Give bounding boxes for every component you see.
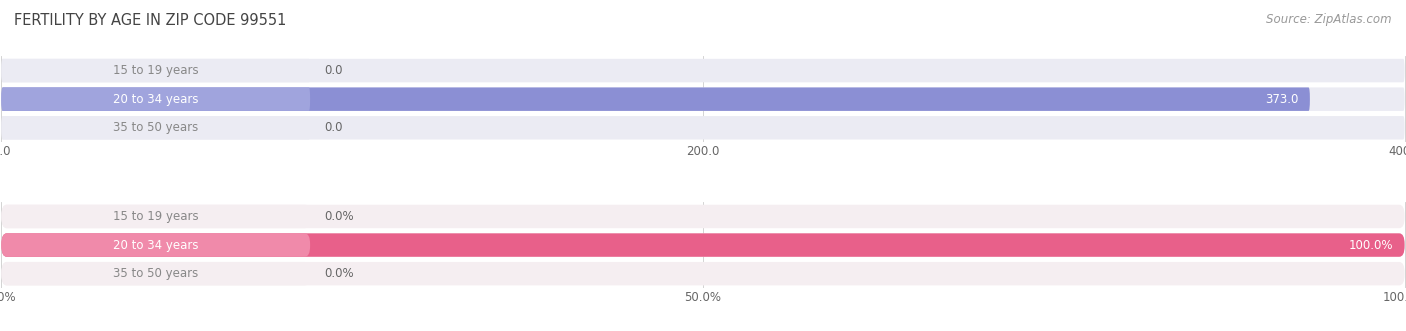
- Text: 0.0: 0.0: [325, 64, 343, 77]
- Text: 35 to 50 years: 35 to 50 years: [112, 267, 198, 280]
- Text: FERTILITY BY AGE IN ZIP CODE 99551: FERTILITY BY AGE IN ZIP CODE 99551: [14, 13, 287, 28]
- Text: 100.0%: 100.0%: [1348, 239, 1393, 252]
- FancyBboxPatch shape: [1, 262, 1405, 285]
- Text: 20 to 34 years: 20 to 34 years: [112, 93, 198, 106]
- Text: 35 to 50 years: 35 to 50 years: [112, 121, 198, 134]
- FancyBboxPatch shape: [1, 116, 311, 139]
- Text: 373.0: 373.0: [1265, 93, 1299, 106]
- FancyBboxPatch shape: [1, 87, 1310, 111]
- Text: 0.0: 0.0: [325, 121, 343, 134]
- Text: 0.0%: 0.0%: [325, 210, 354, 223]
- FancyBboxPatch shape: [1, 205, 311, 228]
- FancyBboxPatch shape: [1, 87, 1405, 111]
- FancyBboxPatch shape: [1, 262, 311, 285]
- FancyBboxPatch shape: [1, 59, 1405, 82]
- FancyBboxPatch shape: [1, 233, 311, 257]
- Text: 0.0%: 0.0%: [325, 267, 354, 280]
- FancyBboxPatch shape: [1, 205, 1405, 228]
- FancyBboxPatch shape: [1, 116, 1405, 139]
- FancyBboxPatch shape: [1, 87, 311, 111]
- Text: 15 to 19 years: 15 to 19 years: [112, 210, 198, 223]
- Text: Source: ZipAtlas.com: Source: ZipAtlas.com: [1267, 13, 1392, 26]
- FancyBboxPatch shape: [1, 233, 1405, 257]
- Text: 15 to 19 years: 15 to 19 years: [112, 64, 198, 77]
- FancyBboxPatch shape: [1, 59, 311, 82]
- FancyBboxPatch shape: [1, 233, 1405, 257]
- Text: 20 to 34 years: 20 to 34 years: [112, 239, 198, 252]
